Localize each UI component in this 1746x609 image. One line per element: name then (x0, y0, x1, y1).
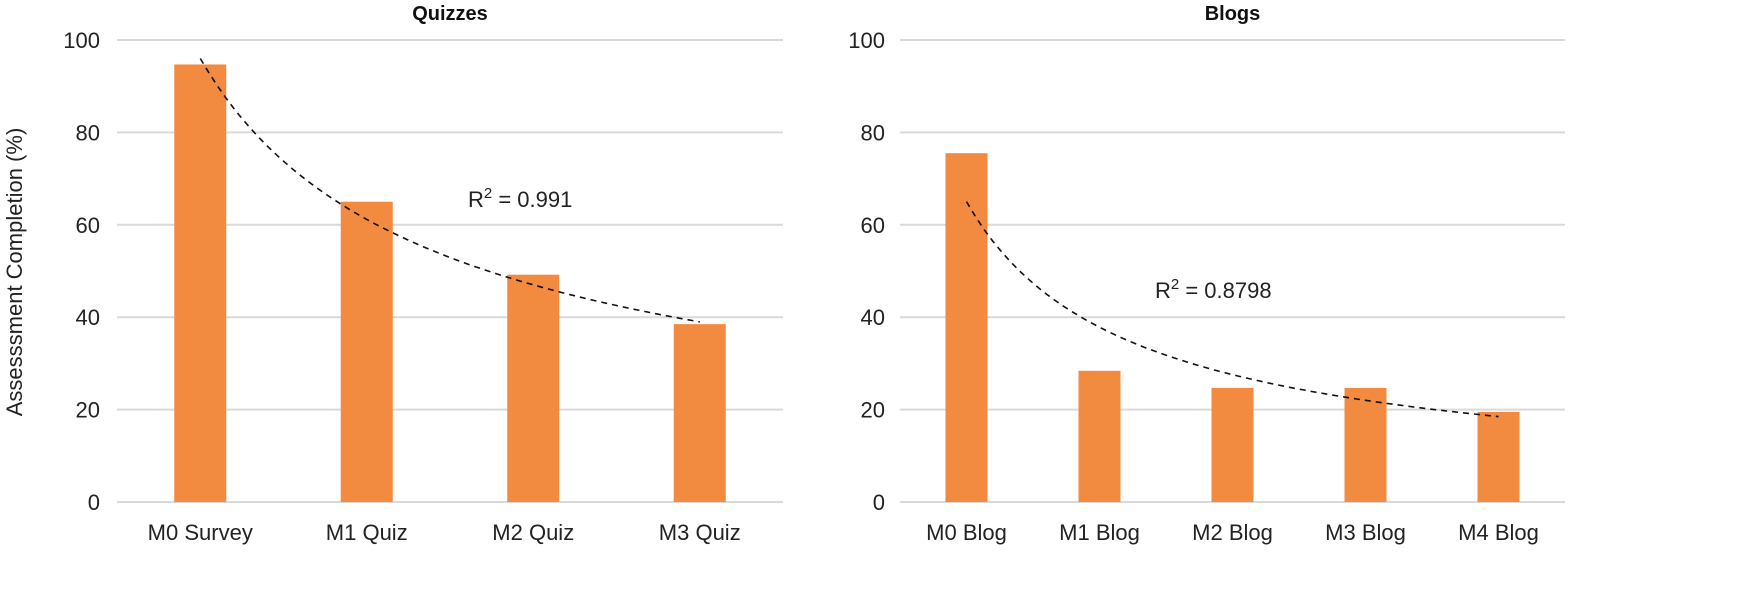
bar (673, 324, 726, 502)
r-squared-label: R2 = 0.8798 (1155, 276, 1272, 303)
x-tick-label: M0 Survey (148, 520, 253, 545)
y-tick-label: 0 (873, 490, 885, 515)
x-tick-label: M4 Blog (1458, 520, 1539, 545)
y-tick-label: 20 (861, 398, 885, 423)
bar (945, 153, 988, 502)
r2-superscript: 2 (1171, 276, 1179, 293)
bar (340, 201, 393, 502)
bar (1211, 387, 1254, 502)
y-tick-label: 20 (76, 398, 100, 423)
x-tick-label: M3 Blog (1325, 520, 1406, 545)
x-tick-label: M2 Blog (1192, 520, 1273, 545)
x-tick-label: M1 Blog (1059, 520, 1140, 545)
y-tick-label: 60 (76, 213, 100, 238)
r2-superscript: 2 (484, 185, 492, 202)
bar (1477, 411, 1520, 502)
bar (174, 64, 227, 503)
y-axis-label: Assesssment Completion (%) (2, 128, 27, 417)
blogs-chart: Blogs 0 20 40 60 80 100 M0 Blog M1 Blog M2 Blog M3… (848, 3, 1565, 545)
y-tick-label: 100 (848, 28, 885, 53)
x-tick-label: M0 Blog (926, 520, 1007, 545)
y-tick-label: 60 (861, 213, 885, 238)
y-tick-label: 40 (76, 305, 100, 330)
trendline (965, 201, 1499, 418)
y-tick-label: 40 (861, 305, 885, 330)
bar (1344, 387, 1387, 502)
y-tick-label: 100 (63, 28, 100, 53)
chart-title: Quizzes (412, 3, 488, 25)
x-tick-label: M2 Quiz (492, 520, 574, 545)
r2-symbol: R (468, 187, 484, 212)
bar (507, 274, 560, 502)
chart-title: Blogs (1205, 3, 1261, 25)
y-tick-label: 0 (88, 490, 100, 515)
bar (1078, 370, 1121, 502)
r2-symbol: R (1155, 278, 1171, 303)
trendline (199, 58, 700, 323)
y-tick-label: 80 (861, 120, 885, 145)
quizzes-chart: Quizzes 0 20 40 60 80 100 M0 Survey M1 Quiz M2 Qu… (63, 3, 783, 545)
y-tick-label: 80 (76, 120, 100, 145)
x-tick-label: M3 Quiz (659, 520, 741, 545)
x-tick-label: M1 Quiz (326, 520, 408, 545)
r2-value: = 0.8798 (1179, 278, 1271, 303)
r2-value: = 0.991 (492, 187, 572, 212)
r-squared-label: R2 = 0.991 (468, 185, 572, 212)
